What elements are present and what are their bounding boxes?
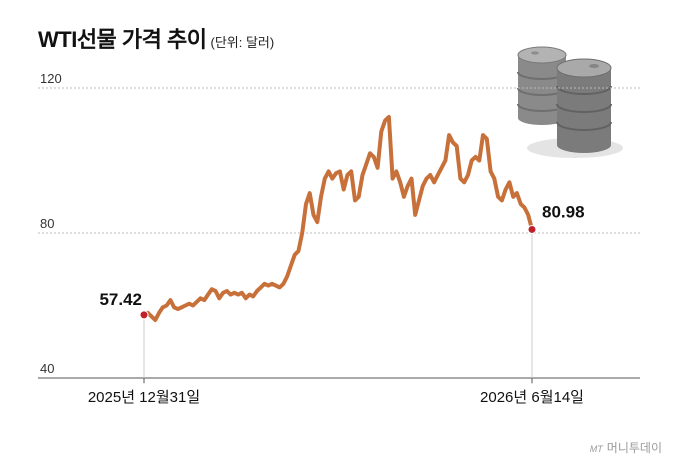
x-tick-label-1: 2026년 6월14일 [480, 389, 584, 406]
data-point-0 [139, 310, 149, 320]
y-tick-label-120: 120 [40, 71, 62, 86]
data-label-0: 57.42 [99, 290, 142, 309]
data-label-1: 80.98 [542, 202, 585, 221]
oil-barrels-icon [517, 46, 623, 158]
publisher-credit: MT 머니투데이 [590, 439, 662, 456]
chart-title-area: WTI선물 가격 추이 (단위: 달러) [38, 22, 274, 54]
data-point-1 [527, 224, 537, 234]
y-tick-label-40: 40 [40, 361, 54, 376]
x-tick-label-0: 2025년 12월31일 [88, 389, 200, 406]
series-line [142, 115, 534, 322]
unit-note: (단위: 달러) [210, 35, 275, 50]
y-tick-label-80: 80 [40, 216, 54, 231]
chart-title: WTI선물 가격 추이 [38, 27, 207, 52]
publisher-name: 머니투데이 [606, 441, 662, 455]
publisher-mark: MT [589, 444, 603, 454]
